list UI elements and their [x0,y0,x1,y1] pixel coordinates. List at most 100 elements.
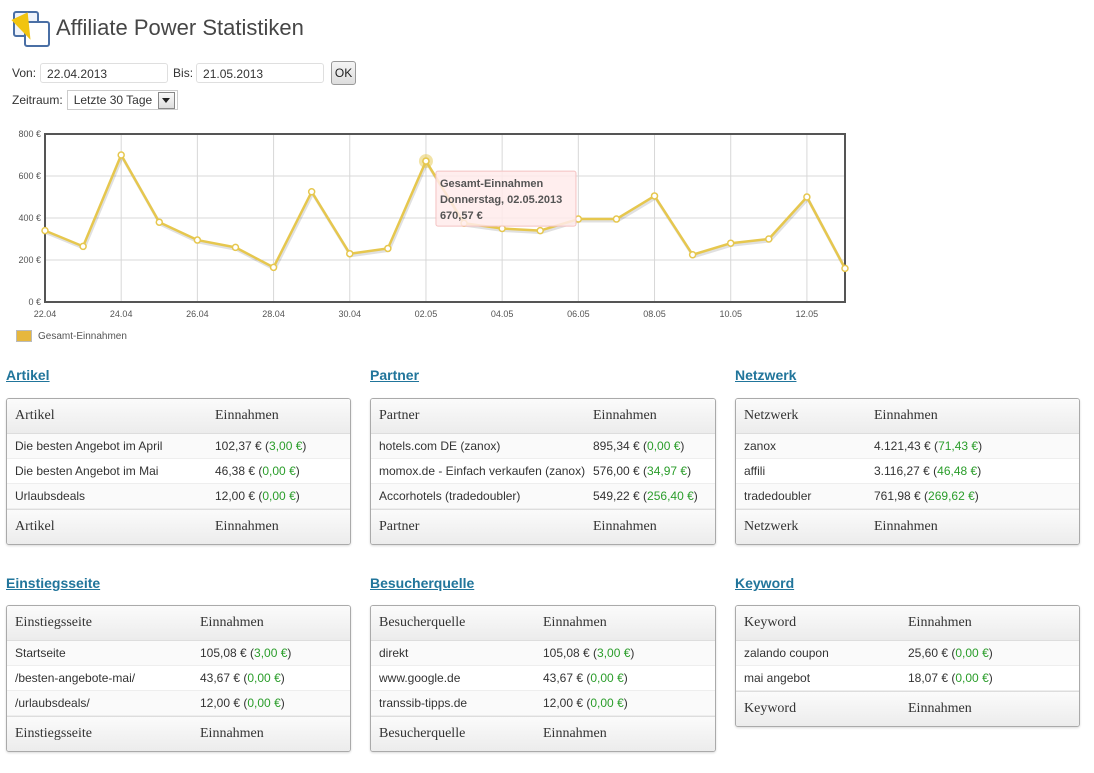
data-point [193,236,202,244]
data-point [307,188,316,196]
table-partner: Partner Einnahmen hotels.com DE (zanox) 895… [370,398,716,545]
column-header-name[interactable]: Partner [379,408,420,423]
row-amount-value: 12,00 € ( [543,696,591,710]
von-date-input[interactable]: 22.04.2013 [40,63,169,83]
row-amount-value: 12,00 € ( [200,696,248,710]
row-amount-value: 102,37 € ( [215,439,270,453]
section-link-einstiegsseite[interactable]: Einstiegsseite [6,575,101,591]
x-tick-label: 08.05 [643,309,666,319]
row-amount-close: ) [295,464,300,478]
column-header-einnahmen[interactable]: Einnahmen [200,615,264,630]
data-point [231,243,240,252]
section-title-partner[interactable]: Partner [370,367,419,383]
section-title-artikel[interactable]: Artikel [6,367,50,383]
date-filter-form: Von: 22.04.2013 Bis: 21.05.2013 OK Zeitr… [12,61,357,112]
row-amount: 576,00 € (34,97 €) [593,464,691,478]
section-title-netzwerk[interactable]: Netzwerk [735,367,796,383]
row-amount-value: 895,34 € ( [593,439,648,453]
row-amount: 4.121,43 € (71,43 €) [874,439,982,453]
row-amount: 3.116,27 € (46,48 €) [874,464,981,478]
row-amount-value: 46,38 € ( [215,464,263,478]
column-footer-einnahmen[interactable]: Einnahmen [908,701,972,716]
row-amount-diff: 34,97 € [647,464,688,478]
column-footer-name[interactable]: Keyword [744,701,797,716]
data-point [650,192,659,200]
table-row: Die besten Angebot im April 102,37 € (3,0… [7,434,350,459]
row-amount: 43,67 € (0,00 €) [200,671,285,685]
column-footer-einnahmen[interactable]: Einnahmen [215,519,279,534]
section-link-keyword[interactable]: Keyword [735,575,795,591]
row-amount-value: 761,98 € ( [874,489,929,503]
column-footer-name[interactable]: Einstiegsseite [15,726,92,741]
column-header-einnahmen[interactable]: Einnahmen [908,615,972,630]
row-name: zalando coupon [744,646,829,660]
column-header-einnahmen[interactable]: Einnahmen [593,408,657,423]
data-point [612,215,621,223]
table-body: hotels.com DE (zanox) 895,34 € (0,00 €) mo… [371,434,715,509]
column-footer-einnahmen[interactable]: Einnahmen [543,726,607,741]
table-body: Die besten Angebot im April 102,37 € (3,0… [7,434,350,509]
x-tick-label: 02.05 [415,309,438,319]
column-footer-name[interactable]: Artikel [15,519,55,534]
row-amount-diff: 3,00 € [597,646,631,660]
table-header: Keyword Einnahmen [736,606,1079,641]
row-amount-diff: 3,00 € [269,439,303,453]
section-title-einstiegsseite[interactable]: Einstiegsseite [6,575,100,591]
column-header-einnahmen[interactable]: Einnahmen [543,615,607,630]
zeitraum-select[interactable]: Letzte 30 Tage [66,90,179,110]
row-name: mai angebot [744,671,811,685]
row-amount-close: ) [630,646,635,660]
x-tick-label: 12.05 [796,309,819,319]
row-amount-value: 105,08 € ( [200,646,255,660]
row-amount-diff: 0,00 € [247,696,281,710]
chevron-down-icon[interactable] [158,91,176,109]
column-header-name[interactable]: Keyword [744,615,797,630]
column-header-name[interactable]: Netzwerk [744,408,799,423]
column-header-einnahmen[interactable]: Einnahmen [874,408,938,423]
row-amount-diff: 71,43 € [938,439,979,453]
row-amount: 105,08 € (3,00 €) [200,646,291,660]
row-name: /besten-angebote-mai/ [15,671,136,685]
legend-swatch [16,330,32,342]
column-footer-name[interactable]: Netzwerk [744,519,799,534]
table-row: zanox 4.121,43 € (71,43 €) [736,434,1079,459]
section-link-artikel[interactable]: Artikel [6,367,50,383]
data-point [79,242,87,251]
revenue-chart: 0 € 200 € 400 € 600 € 800 € 22.04 24.04 26.04 28… [0,125,860,333]
column-footer-name[interactable]: Besucherquelle [379,726,466,741]
row-amount-diff: 0,00 € [647,439,681,453]
column-footer-name[interactable]: Partner [379,519,420,534]
row-amount-close: ) [693,489,698,503]
column-footer-einnahmen[interactable]: Einnahmen [874,519,938,534]
table-header: Netzwerk Einnahmen [736,399,1079,434]
column-footer-einnahmen[interactable]: Einnahmen [593,519,657,534]
table-header: Besucherquelle Einnahmen [371,606,715,641]
table-artikel: Artikel Einnahmen Die besten Angebot im Ap… [6,398,351,545]
table-row: Startseite 105,08 € (3,00 €) [7,641,350,666]
table-row: direkt 105,08 € (3,00 €) [371,641,715,666]
row-amount-value: 576,00 € ( [593,464,648,478]
table-row: tradedoubler 761,98 € (269,62 €) [736,484,1079,509]
ok-button[interactable]: OK [331,61,357,85]
row-amount-value: 4.121,43 € ( [874,439,939,453]
zeitraum-selected-value: Letzte 30 Tage [73,93,153,107]
section-title-besucherquelle[interactable]: Besucherquelle [370,575,474,591]
data-point [726,239,735,247]
data-point [384,244,392,253]
section-link-partner[interactable]: Partner [370,367,420,383]
data-point [765,235,773,243]
table-row: /urlaubsdeals/12,00 € (0,00 €) [7,691,350,716]
column-header-name[interactable]: Besucherquelle [379,615,466,630]
section-link-netzwerk[interactable]: Netzwerk [735,367,797,383]
table-row: zalando coupon 25,60 € (0,00 €) [736,641,1079,666]
bis-date-input[interactable]: 21.05.2013 [196,63,325,83]
column-header-einnahmen[interactable]: Einnahmen [215,408,279,423]
column-header-name[interactable]: Artikel [15,408,55,423]
column-header-name[interactable]: Einstiegsseite [15,615,92,630]
column-footer-einnahmen[interactable]: Einnahmen [200,726,264,741]
section-link-besucherquelle[interactable]: Besucherquelle [370,575,475,591]
row-amount-close: ) [280,696,285,710]
section-title-keyword[interactable]: Keyword [735,575,794,591]
data-point [117,151,125,159]
table-besucherquelle: Besucherquelle Einnahmen direkt 105,08 € (3… [370,605,716,752]
